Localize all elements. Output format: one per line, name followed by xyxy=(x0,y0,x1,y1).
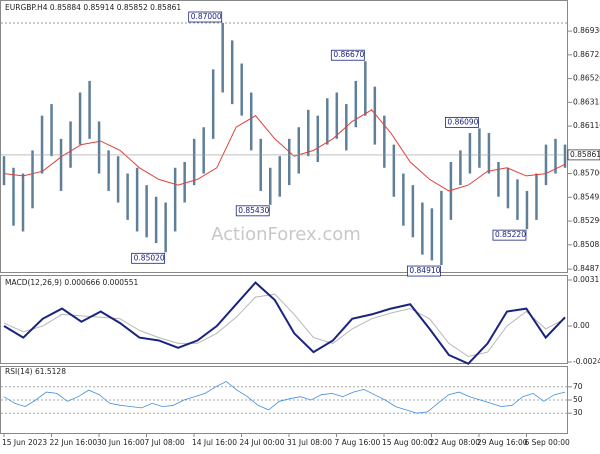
annotation-box xyxy=(406,265,441,277)
annotation-label: 0.85220 xyxy=(495,230,526,239)
x-tick-label: 30 Jun 16:00 xyxy=(97,438,145,447)
x-tick-label: 15 Aug 00:00 xyxy=(382,438,433,447)
x-tick-label: 14 Jul 16:00 xyxy=(192,438,237,447)
annotation-label: 0.86670 xyxy=(333,50,364,59)
x-tick-label: 7 Jul 08:00 xyxy=(145,438,185,447)
y-tick-label: 0.86725 xyxy=(573,50,600,59)
x-tick-label: 22 Aug 08:00 xyxy=(430,438,481,447)
y-tick-label: 0.86315 xyxy=(573,97,600,106)
current-price-box xyxy=(567,149,600,161)
x-tick-label: 15 Jun 2023 xyxy=(2,438,47,447)
x-tick-label: 6 Sep 00:00 xyxy=(525,438,571,447)
annotation-label: 0.85430 xyxy=(238,206,269,215)
rsi-title: RSI(14) 61.5128 xyxy=(5,367,66,376)
y-tick-label: 0.00 xyxy=(573,321,590,330)
x-tick-label: 7 Aug 16:00 xyxy=(335,438,381,447)
x-tick-label: 22 Jun 16:00 xyxy=(50,438,98,447)
annotation-label: 0.86090 xyxy=(447,117,478,126)
macd-signal xyxy=(3,293,566,358)
moving-average xyxy=(3,109,566,192)
y-tick-label: 70 xyxy=(573,382,583,391)
x-tick-label: 24 Jul 00:00 xyxy=(240,438,285,447)
y-tick-label: 0.85495 xyxy=(573,192,600,201)
x-tick-label: 29 Aug 16:00 xyxy=(477,438,528,447)
annotation-box xyxy=(131,252,166,264)
rsi-line xyxy=(3,381,566,414)
annotation-label: 0.87000 xyxy=(191,12,222,21)
y-tick-label: 50 xyxy=(573,395,583,404)
annotation-label: 0.84910 xyxy=(409,266,440,275)
macd-frame xyxy=(0,275,568,364)
y-tick-label: -0.002482 xyxy=(573,357,600,366)
rsi-frame xyxy=(0,366,568,434)
annotation-box xyxy=(445,116,479,128)
current-price-label: 0.85861 xyxy=(570,150,600,159)
annotation-box xyxy=(188,11,223,23)
watermark: ActionForex.com xyxy=(211,224,361,245)
annotation-box xyxy=(492,229,527,241)
annotation-box xyxy=(330,49,365,61)
x-tick-label: 31 Jul 08:00 xyxy=(287,438,332,447)
y-tick-label: 0.003177 xyxy=(573,275,600,284)
annotation-label: 0.85020 xyxy=(134,253,165,262)
macd-title: MACD(12,26,9) 0.000666 0.000551 xyxy=(5,278,139,287)
macd-line xyxy=(3,281,566,365)
y-tick-label: 30 xyxy=(573,408,583,417)
chart-title: EURGBP.H4 0.85884 0.85914 0.85852 0.8586… xyxy=(5,3,181,12)
y-tick-label: 0.85085 xyxy=(573,240,600,249)
price-frame xyxy=(0,0,568,273)
y-tick-label: 0.84875 xyxy=(573,264,600,273)
annotation-box xyxy=(235,205,270,217)
